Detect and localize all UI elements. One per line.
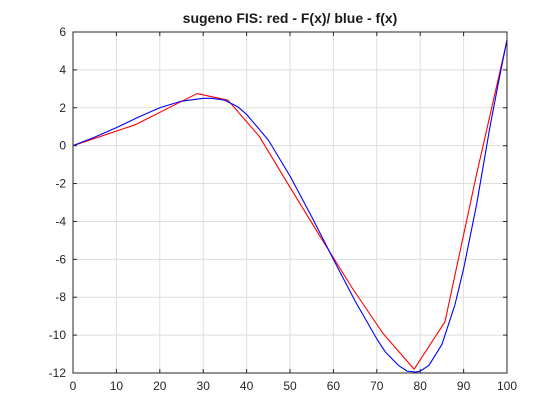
y-tick-label: 2 — [59, 101, 66, 115]
y-tick-label: -2 — [55, 177, 66, 191]
series-line-blue — [72, 39, 508, 373]
y-tick-label: -4 — [55, 214, 66, 228]
y-tick-label: 4 — [59, 63, 66, 77]
x-tick-label: 60 — [327, 379, 341, 393]
series-line-red — [72, 40, 508, 370]
y-tick-label: -12 — [49, 366, 67, 380]
chart-title: sugeno FIS: red - F(x)/ blue - f(x) — [183, 10, 398, 26]
x-tick-label: 20 — [153, 379, 167, 393]
y-tick-label: -6 — [55, 252, 66, 266]
x-tick-label: 100 — [497, 379, 517, 393]
x-tick-label: 70 — [370, 379, 384, 393]
series-layer — [72, 39, 508, 373]
x-tick-label: 10 — [110, 379, 124, 393]
x-tick-label: 90 — [457, 379, 471, 393]
x-tick-label: 80 — [414, 379, 428, 393]
y-tick-label: -8 — [55, 290, 66, 304]
y-tick-label: 6 — [59, 25, 66, 39]
x-tick-label: 40 — [240, 379, 254, 393]
y-tick-label: 0 — [59, 139, 66, 153]
x-tick-label: 50 — [283, 379, 297, 393]
x-tick-label: 30 — [197, 379, 211, 393]
grid — [72, 31, 508, 374]
y-tick-label: -10 — [49, 328, 67, 342]
x-tick-label: 0 — [70, 379, 77, 393]
